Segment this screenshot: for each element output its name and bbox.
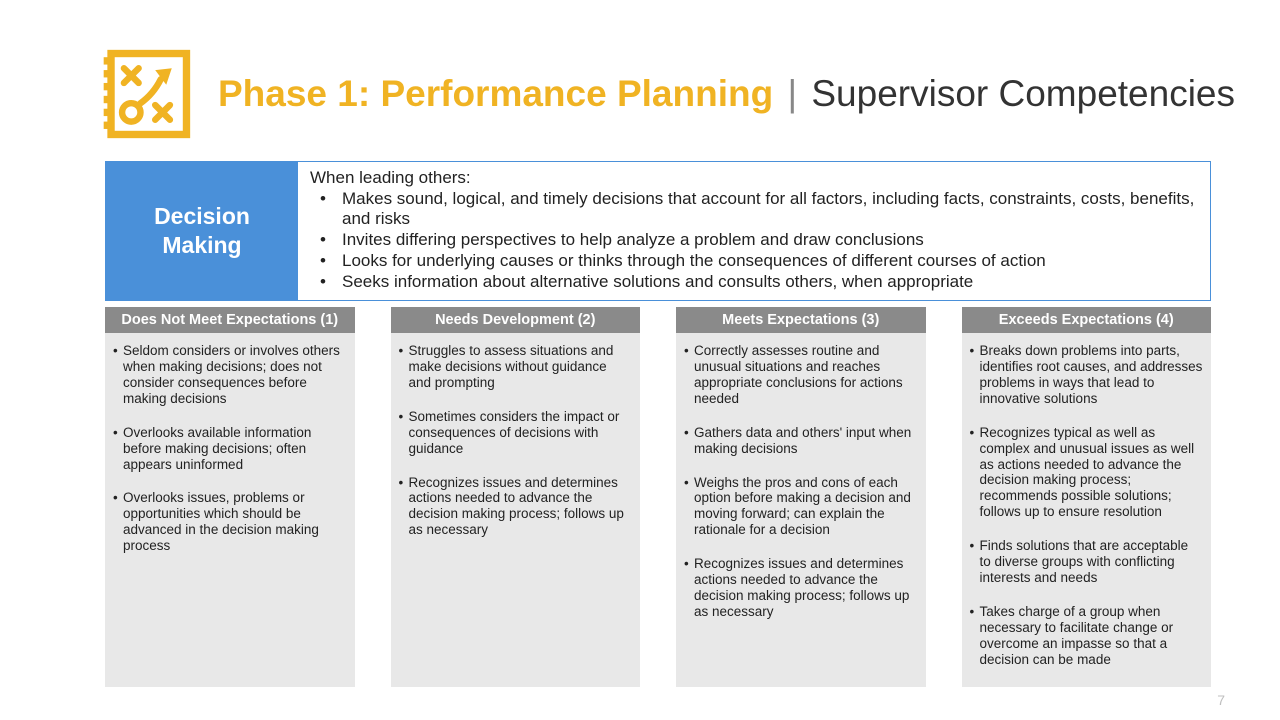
definition-bullet: Makes sound, logical, and timely decisio… (332, 189, 1198, 230)
definition-bullets: Makes sound, logical, and timely decisio… (310, 189, 1198, 293)
rating-column-header: Needs Development (2) (391, 307, 641, 333)
rating-column: Exceeds Expectations (4) Breaks down prob… (962, 307, 1212, 687)
competency-name: Decision Making (106, 162, 298, 300)
definition-bullet: Invites differing perspectives to help a… (332, 230, 1198, 251)
rating-item: Recognizes issues and determines actions… (684, 556, 918, 620)
rating-item: Overlooks available information before m… (113, 425, 347, 473)
rating-column-body: Struggles to assess situations and make … (391, 333, 641, 548)
page-number: 7 (1217, 692, 1225, 708)
rating-column-body: Breaks down problems into parts, identif… (962, 333, 1212, 678)
slide-title: Phase 1: Performance Planning | Supervis… (218, 73, 1235, 115)
rating-item: Correctly assesses routine and unusual s… (684, 343, 918, 407)
title-phase: Phase 1: Performance Planning (218, 73, 773, 114)
competency-definition: Decision Making When leading others: Mak… (105, 161, 1211, 301)
rating-column-header: Exceeds Expectations (4) (962, 307, 1212, 333)
rating-item: Gathers data and others' input when maki… (684, 425, 918, 457)
rating-column-header: Does Not Meet Expectations (1) (105, 307, 355, 333)
title-subtitle: Supervisor Competencies (811, 73, 1235, 114)
rating-item: Breaks down problems into parts, identif… (970, 343, 1204, 407)
rating-item: Weighs the pros and cons of each option … (684, 475, 918, 539)
rating-item: Recognizes typical as well as complex an… (970, 425, 1204, 521)
definition-lead: When leading others: (310, 168, 1198, 189)
definition-bullet: Looks for underlying causes or thinks th… (332, 251, 1198, 272)
rating-item: Struggles to assess situations and make … (399, 343, 633, 391)
rating-column: Needs Development (2) Struggles to assess… (391, 307, 641, 687)
strategy-icon (100, 48, 192, 140)
rating-item: Sometimes considers the impact or conseq… (399, 409, 633, 457)
rating-item: Finds solutions that are acceptable to d… (970, 538, 1204, 586)
definition-bullet: Seeks information about alternative solu… (332, 272, 1198, 293)
rating-item: Recognizes issues and determines actions… (399, 475, 633, 539)
slide-header: Phase 1: Performance Planning | Supervis… (100, 48, 1220, 140)
title-separator: | (787, 73, 797, 114)
rating-column-body: Seldom considers or involves others when… (105, 333, 355, 564)
rating-column: Does Not Meet Expectations (1) Seldom con… (105, 307, 355, 687)
rating-column-header: Meets Expectations (3) (676, 307, 926, 333)
rating-item: Seldom considers or involves others when… (113, 343, 347, 407)
rating-item: Takes charge of a group when necessary t… (970, 604, 1204, 668)
rating-item: Overlooks issues, problems or opportunit… (113, 490, 347, 554)
rating-column: Meets Expectations (3) Correctly assesses… (676, 307, 926, 687)
competency-description: When leading others: Makes sound, logica… (298, 162, 1210, 300)
rating-column-body: Correctly assesses routine and unusual s… (676, 333, 926, 630)
rating-columns: Does Not Meet Expectations (1) Seldom con… (105, 307, 1211, 687)
